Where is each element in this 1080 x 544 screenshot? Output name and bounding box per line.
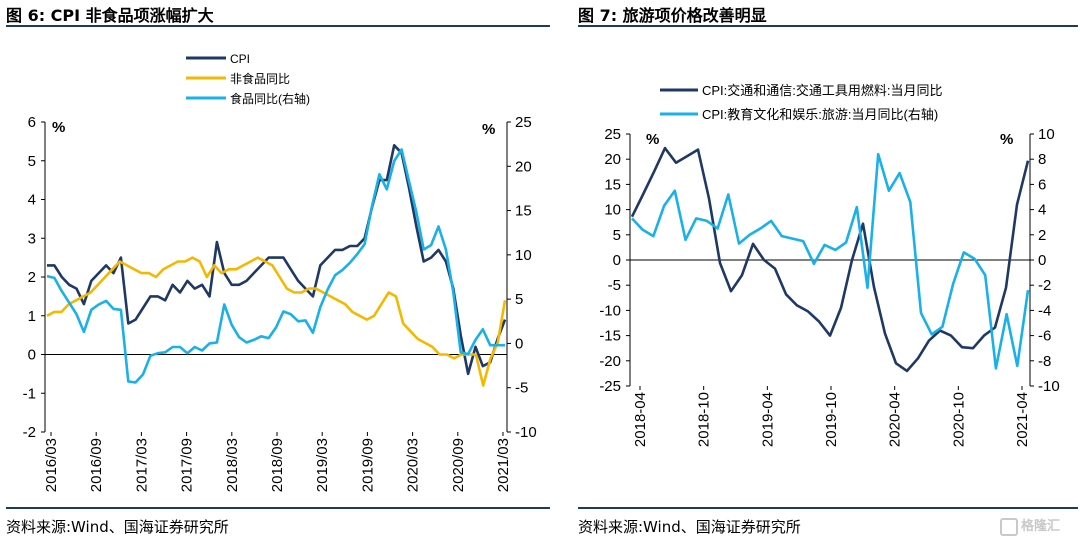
y2-axis-unit: % bbox=[1000, 131, 1013, 148]
y2-tick-label: -2 bbox=[1038, 277, 1051, 294]
watermark-logo: 格隆汇 bbox=[1000, 515, 1060, 536]
x-tick-label: 2017/09 bbox=[179, 438, 196, 492]
y-tick-label: -10 bbox=[599, 302, 621, 319]
right-source-rule bbox=[578, 507, 1078, 509]
left-source-note: 资料来源:Wind、国海证券研究所 bbox=[6, 518, 229, 536]
left-chart-title: 图 6: CPI 非食品项涨幅扩大 bbox=[6, 6, 214, 25]
y2-tick-label: 20 bbox=[515, 158, 532, 175]
y2-tick-label: -6 bbox=[1038, 328, 1051, 345]
legend-label-3: 食品同比(右轴) bbox=[230, 91, 310, 106]
y-tick-label: 0 bbox=[28, 347, 36, 364]
x-tick-label: 2020-10 bbox=[950, 392, 967, 447]
x-tick-label: 2018/03 bbox=[224, 438, 241, 492]
legend-label-2: 非食品同比 bbox=[230, 71, 290, 86]
y-tick-label: 5 bbox=[613, 227, 621, 244]
x-tick-label: 2019-04 bbox=[759, 392, 776, 447]
y-tick-label: 15 bbox=[604, 176, 621, 193]
y-tick-label: 20 bbox=[604, 151, 621, 168]
watermark-text: 格隆汇 bbox=[1021, 519, 1061, 534]
y-tick-label: -5 bbox=[608, 277, 621, 294]
y2-tick-label: 0 bbox=[515, 335, 523, 352]
right-title-rule bbox=[578, 25, 1078, 27]
y2-tick-label: -4 bbox=[1038, 302, 1051, 319]
x-tick-label: 2018-10 bbox=[696, 392, 713, 447]
series-line-1 bbox=[630, 146, 1030, 373]
left-title-rule bbox=[6, 25, 550, 27]
x-tick-label: 2020-04 bbox=[887, 392, 904, 447]
watermark-icon bbox=[1000, 517, 1018, 536]
y2-tick-label: 2 bbox=[1038, 227, 1046, 244]
left-source-rule bbox=[6, 507, 550, 509]
y-tick-label: 1 bbox=[28, 308, 36, 325]
y-tick-label: -1 bbox=[23, 385, 36, 402]
y2-tick-label: 25 bbox=[515, 114, 532, 131]
y2-tick-label: 0 bbox=[1038, 252, 1046, 269]
y2-tick-label: -10 bbox=[1038, 378, 1060, 395]
y-tick-label: 5 bbox=[28, 153, 36, 170]
legend-label-1: CPI bbox=[230, 52, 250, 66]
y-tick-label: -15 bbox=[599, 328, 621, 345]
legend-label-1: CPI:交通和通信:交通工具用燃料:当月同比 bbox=[702, 83, 943, 98]
y2-tick-label: 10 bbox=[515, 247, 532, 264]
y2-tick-label: -5 bbox=[515, 380, 528, 397]
y2-axis-unit: % bbox=[482, 121, 495, 138]
y-tick-label: 25 bbox=[604, 126, 621, 143]
y-tick-label: -25 bbox=[599, 378, 621, 395]
series-line-3 bbox=[46, 148, 505, 384]
series-line-2 bbox=[631, 152, 1030, 370]
series-line-2 bbox=[46, 256, 507, 387]
series-line-1 bbox=[47, 144, 507, 376]
x-tick-label: 2019/09 bbox=[359, 438, 376, 492]
x-tick-label: 2018-04 bbox=[632, 392, 649, 447]
y-tick-label: 0 bbox=[613, 252, 621, 269]
y-tick-label: 3 bbox=[28, 230, 36, 247]
legend-label-2: CPI:教育文化和娱乐:旅游:当月同比(右轴) bbox=[702, 107, 938, 122]
y-tick-label: 4 bbox=[28, 192, 36, 209]
x-tick-label: 2016/09 bbox=[88, 438, 105, 492]
x-tick-label: 2016/03 bbox=[43, 438, 60, 492]
x-tick-label: 2021/03 bbox=[495, 438, 512, 492]
y2-tick-label: 15 bbox=[515, 203, 532, 220]
y-tick-label: 2 bbox=[28, 269, 36, 286]
x-tick-label: 2019/03 bbox=[314, 438, 331, 492]
x-tick-label: 2017/03 bbox=[133, 438, 150, 492]
y2-tick-label: 5 bbox=[515, 291, 523, 308]
y-tick-label: 6 bbox=[28, 114, 36, 131]
right-source-note: 资料来源:Wind、国海证券研究所 bbox=[578, 518, 801, 536]
y2-tick-label: 8 bbox=[1038, 151, 1046, 168]
y-axis-unit: % bbox=[52, 119, 65, 136]
y2-tick-label: 10 bbox=[1038, 126, 1055, 143]
x-tick-label: 2021-04 bbox=[1014, 392, 1031, 447]
y-tick-label: -2 bbox=[23, 424, 36, 441]
y-axis-unit: % bbox=[646, 131, 659, 148]
x-tick-label: 2019-10 bbox=[823, 392, 840, 447]
y-tick-label: -20 bbox=[599, 353, 621, 370]
x-tick-label: 2020/09 bbox=[450, 438, 467, 492]
y2-tick-label: 4 bbox=[1038, 202, 1046, 219]
y2-tick-label: 6 bbox=[1038, 176, 1046, 193]
y-tick-label: 10 bbox=[604, 202, 621, 219]
x-tick-label: 2018/09 bbox=[269, 438, 286, 492]
y2-tick-label: -10 bbox=[515, 424, 537, 441]
y2-tick-label: -8 bbox=[1038, 353, 1051, 370]
right-chart-title: 图 7: 旅游项价格改善明显 bbox=[578, 6, 767, 25]
x-tick-label: 2020/03 bbox=[405, 438, 422, 492]
